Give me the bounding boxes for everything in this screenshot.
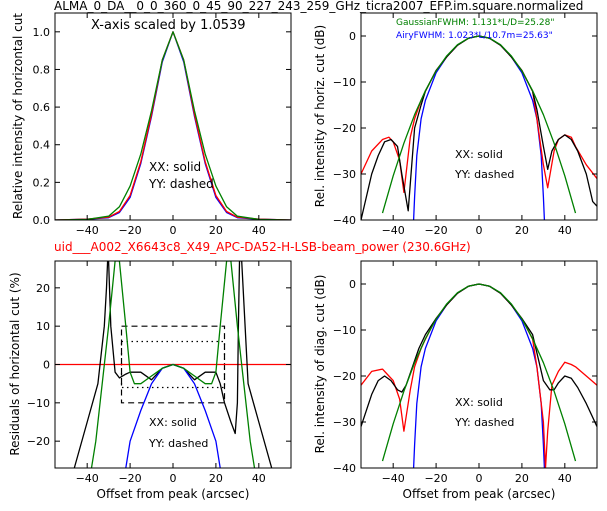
ytick-label: −30 bbox=[333, 168, 356, 181]
xtick-label: 0 bbox=[170, 472, 177, 485]
ytick-label: 0.6 bbox=[33, 101, 51, 114]
ytick-label: 0 bbox=[349, 30, 356, 43]
legend-yy-tl: YY: dashed bbox=[148, 177, 214, 191]
xlabel-bl: Offset from peak (arcsec) bbox=[97, 487, 250, 501]
series-line-br-3 bbox=[381, 283, 577, 462]
series-line-br-0 bbox=[412, 283, 546, 468]
xtick-label: −40 bbox=[76, 472, 99, 485]
legend-xx-tr: XX: solid bbox=[455, 148, 503, 161]
plot-area-br bbox=[361, 283, 597, 468]
ylabel-tl: Relative intensity of horizontal cut bbox=[11, 13, 25, 219]
ytick-label: 0.8 bbox=[33, 63, 51, 76]
ylabel-br: Rel. intensity of diag. cut (dB) bbox=[313, 275, 327, 454]
series-line-tl-1 bbox=[55, 31, 291, 220]
ytick-label: 0.0 bbox=[33, 214, 51, 227]
ytick-label: 20 bbox=[36, 282, 50, 295]
panel-top-left: −40 −20 0 20 40 0.0 0.2 0.4 0.6 0.8 1.0 X-axis sca… bbox=[11, 12, 292, 237]
series-line-tr-3 bbox=[381, 35, 577, 214]
xtick-label: 20 bbox=[515, 224, 529, 237]
legend-yy-tr: YY: dashed bbox=[454, 168, 514, 181]
xtick-label: −40 bbox=[382, 472, 405, 485]
ytick-label: 0 bbox=[349, 278, 356, 291]
plot-area-tr bbox=[361, 35, 597, 220]
series-line-tl-0 bbox=[55, 31, 291, 220]
plot-area-bl bbox=[55, 261, 291, 468]
ytick-label: 0 bbox=[43, 359, 50, 372]
ytick-label: −40 bbox=[333, 462, 356, 475]
annotation-scale: X-axis scaled by 1.0539 bbox=[91, 18, 246, 33]
ylabel-bl: Residuals of horizontal cut (%) bbox=[8, 272, 22, 455]
series-line-tr-0 bbox=[412, 35, 546, 220]
xtick-label: −20 bbox=[118, 224, 141, 237]
xtick-label: 20 bbox=[209, 472, 223, 485]
legend-xx-br: XX: solid bbox=[455, 396, 503, 409]
legend-yy-bl: YY: dashed bbox=[148, 437, 208, 450]
series-line-tl-2 bbox=[55, 31, 291, 220]
plot-area-tl bbox=[55, 31, 291, 220]
figure-subtitle: uid___A002_X6643c8_X49_APC-DA52-H-LSB-be… bbox=[54, 240, 471, 254]
xtick-label: 40 bbox=[252, 224, 266, 237]
ytick-label: 0.2 bbox=[33, 176, 51, 189]
xtick-label: 20 bbox=[515, 472, 529, 485]
ticks-bl: −40 −20 0 20 40 20 10 0 −10 −20 bbox=[27, 261, 291, 485]
panel-bottom-right: −40 −20 0 20 40 0 −10 −20 −30 −40 XX: solid YY: d… bbox=[313, 260, 598, 501]
ticks-tr: −40 −20 0 20 40 0 −10 −20 −30 −40 bbox=[333, 13, 597, 237]
xtick-label: −20 bbox=[424, 224, 447, 237]
ytick-label: −20 bbox=[333, 122, 356, 135]
xtick-label: 20 bbox=[209, 224, 223, 237]
axes-frame-br bbox=[360, 260, 598, 469]
ticks-br: −40 −20 0 20 40 0 −10 −20 −30 −40 bbox=[333, 261, 597, 485]
figure-title: ALMA_0_DA__0_0_360_0_45_90_227_243_259_G… bbox=[54, 0, 583, 13]
series-line-br-1 bbox=[361, 283, 597, 468]
xtick-label: 0 bbox=[170, 224, 177, 237]
xtick-label: 40 bbox=[558, 472, 572, 485]
gaussian-fwhm-note: GaussianFWHM: 1.131*L/D=25.28" bbox=[396, 18, 554, 28]
series-line-bl-3 bbox=[90, 261, 256, 468]
xtick-label: −40 bbox=[76, 224, 99, 237]
xtick-label: 0 bbox=[476, 224, 483, 237]
ytick-label: −10 bbox=[333, 324, 356, 337]
xtick-label: 40 bbox=[252, 472, 266, 485]
ytick-label: −20 bbox=[27, 435, 50, 448]
ticks-tl: −40 −20 0 20 40 0.0 0.2 0.4 0.6 0.8 1.0 bbox=[33, 13, 291, 237]
xtick-label: 40 bbox=[558, 224, 572, 237]
ytick-label: −10 bbox=[333, 76, 356, 89]
panel-top-right: −40 −20 0 20 40 0 −10 −20 −30 −40 GaussianFWHM: 1… bbox=[313, 12, 598, 237]
ytick-label: 10 bbox=[36, 320, 50, 333]
ytick-label: −10 bbox=[27, 397, 50, 410]
axes-frame-tr bbox=[360, 12, 598, 221]
ytick-label: 1.0 bbox=[33, 26, 51, 39]
legend-xx-tl: XX: solid bbox=[149, 160, 201, 174]
airy-fwhm-note: AiryFWHM: 1.023*L/10.7m=25.63" bbox=[396, 31, 553, 41]
ytick-label: −30 bbox=[333, 416, 356, 429]
ytick-label: −20 bbox=[333, 370, 356, 383]
legend-yy-br: YY: dashed bbox=[454, 416, 514, 429]
legend-xx-bl: XX: solid bbox=[149, 416, 197, 429]
xtick-label: −20 bbox=[118, 472, 141, 485]
ytick-label: −40 bbox=[333, 214, 356, 227]
xtick-label: −40 bbox=[382, 224, 405, 237]
ytick-label: 0.4 bbox=[33, 139, 51, 152]
xtick-label: 0 bbox=[476, 472, 483, 485]
ylabel-tr: Rel. intensity of horiz. cut (dB) bbox=[313, 25, 327, 207]
series-line-tr-2 bbox=[361, 35, 597, 220]
xlabel-br: Offset from peak (arcsec) bbox=[403, 487, 556, 501]
panel-bottom-left: −40 −20 0 20 40 20 10 0 −10 −20 XX: solid YY: das… bbox=[8, 260, 292, 501]
xtick-label: −20 bbox=[424, 472, 447, 485]
